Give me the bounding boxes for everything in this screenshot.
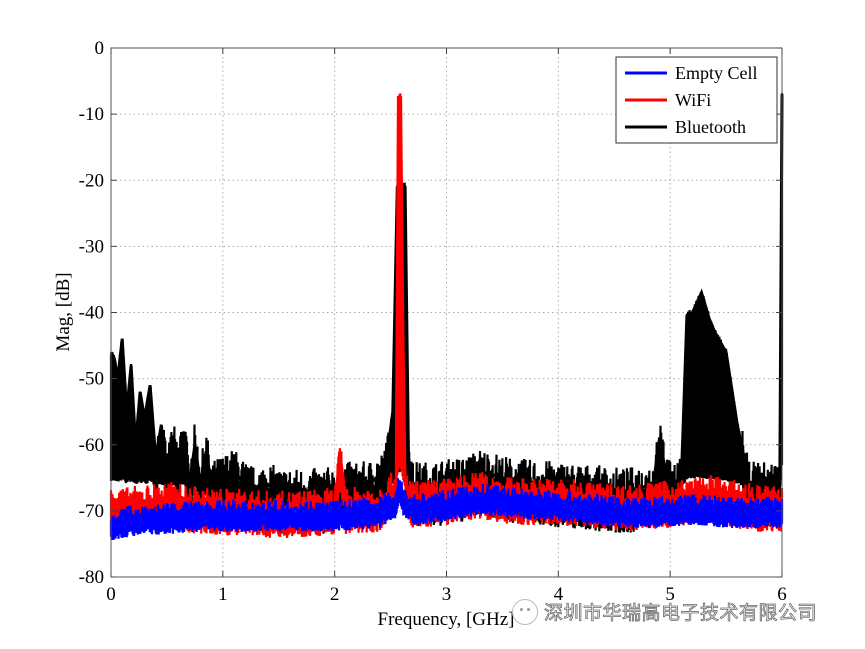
watermark-text: 深圳市华瑞高电子技术有限公司: [544, 602, 818, 625]
y-tick-label: -10: [79, 104, 104, 125]
trace-envelope: [109, 94, 784, 493]
x-tick-label: 5: [665, 584, 675, 605]
wechat-icon: [512, 598, 538, 625]
y-tick-label: -30: [79, 236, 104, 257]
legend-item-empty-cell: Empty Cell: [625, 63, 758, 83]
legend-label: WiFi: [675, 90, 711, 110]
y-tick-label: -70: [79, 501, 104, 522]
y-tick-label: -40: [79, 303, 104, 324]
x-tick-label: 1: [218, 584, 228, 605]
legend-item-bluetooth: Bluetooth: [625, 117, 746, 137]
y-tick-label: -80: [79, 567, 104, 588]
legend-label: Empty Cell: [675, 63, 758, 83]
legend: Empty Cell WiFi Bluetooth: [615, 56, 778, 144]
x-tick-label: 4: [554, 584, 564, 605]
y-axis-label: Mag, [dB]: [53, 272, 74, 351]
trace-band: [109, 478, 784, 541]
legend-label: Bluetooth: [675, 117, 746, 137]
x-tick-label: 0: [106, 584, 116, 605]
y-tick-label: -60: [79, 435, 104, 456]
x-tick-label: 2: [330, 584, 340, 605]
y-tick-label: 0: [95, 38, 105, 59]
y-tick-label: -20: [79, 170, 104, 191]
x-tick-label: 6: [777, 584, 787, 605]
x-tick-labels: 0 1 2 3 4 5 6: [106, 584, 787, 605]
trace-envelope: [110, 480, 782, 523]
y-tick-label: -50: [79, 369, 104, 390]
x-axis-label: Frequency, [GHz]: [378, 609, 515, 630]
series-layer: [109, 93, 784, 541]
x-tick-label: 3: [442, 584, 452, 605]
y-tick-labels: 0 -10 -20 -30 -40 -50 -60 -70 -80: [79, 38, 104, 588]
series-empty-cell: [109, 478, 784, 541]
legend-item-wifi: WiFi: [625, 90, 711, 110]
watermark: 深圳市华瑞高电子技术有限公司: [512, 598, 817, 625]
